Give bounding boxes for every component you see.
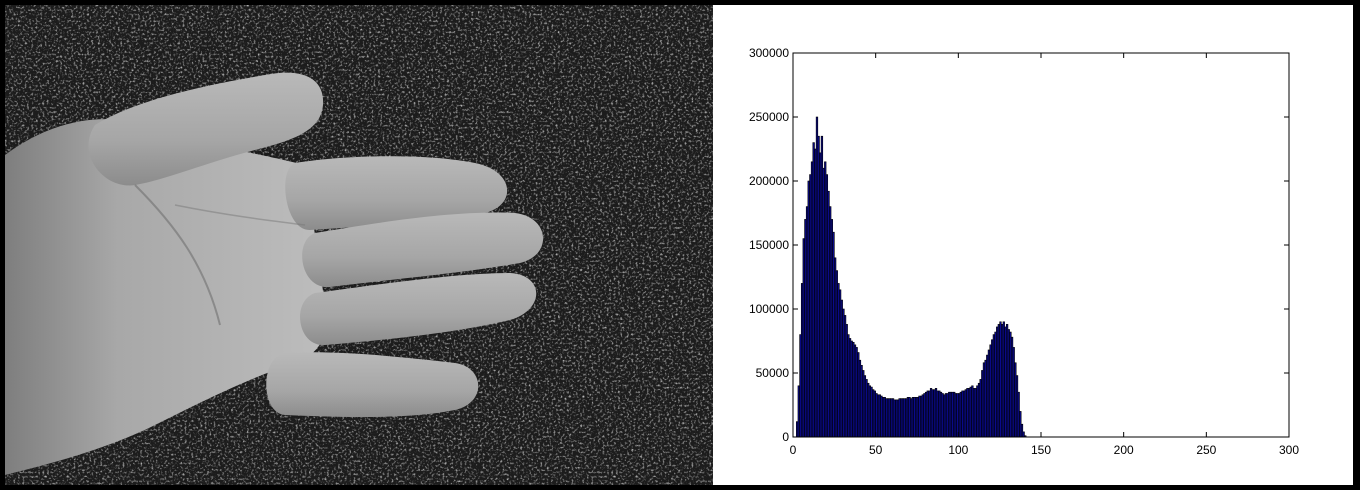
x-tick-label: 50: [869, 443, 883, 457]
palm-crease: [134, 184, 221, 326]
middle-finger: [302, 212, 544, 288]
hand-photo: [5, 5, 713, 485]
little-finger: [266, 352, 479, 418]
x-tick-label: 0: [790, 443, 797, 457]
index-finger: [285, 156, 508, 231]
y-tick-label: 200000: [749, 174, 789, 188]
x-tick-label: 150: [1031, 443, 1051, 457]
x-tick-label: 100: [948, 443, 968, 457]
histogram-bars: [796, 116, 1027, 438]
histogram-chart: 0 50 100 150 200 250 300 0 50000 100000 150000 2000…: [749, 46, 1299, 457]
palm: [5, 119, 327, 476]
x-tick-label: 250: [1196, 443, 1216, 457]
hand: [5, 72, 544, 476]
y-tick-label: 150000: [749, 238, 789, 252]
thumb: [88, 72, 324, 186]
y-tick-label: 0: [782, 430, 789, 444]
histogram-panel: 0 50 100 150 200 250 300 0 50000 100000 150000 2000…: [713, 5, 1353, 485]
y-tick-label: 250000: [749, 110, 789, 124]
x-tick-label: 300: [1279, 443, 1299, 457]
y-tick-label: 300000: [749, 46, 789, 60]
hand-photo-graphic: [5, 5, 713, 485]
axis-tick-labels: 0 50 100 150 200 250 300 0 50000 100000 150000 2000…: [749, 46, 1299, 457]
palm-crease-2: [174, 204, 306, 226]
ring-finger: [300, 273, 537, 346]
y-tick-label: 100000: [749, 302, 789, 316]
y-tick-label: 50000: [756, 366, 790, 380]
axis-ticks: [792, 52, 1290, 438]
x-tick-label: 200: [1114, 443, 1134, 457]
